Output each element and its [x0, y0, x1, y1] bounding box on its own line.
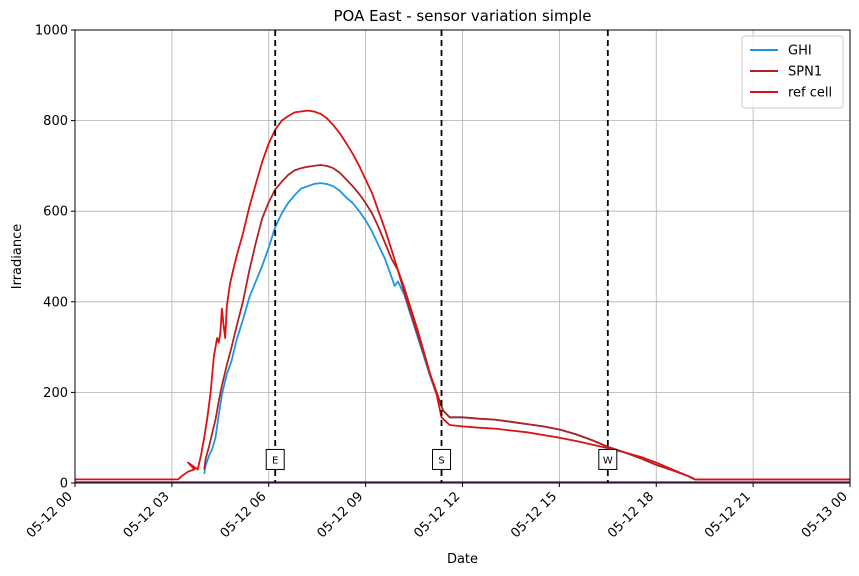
- legend-label-spn1: SPN1: [788, 65, 822, 80]
- x-axis-title: Date: [447, 552, 478, 567]
- y-tick-label: 800: [43, 114, 68, 129]
- y-tick-label: 600: [43, 205, 68, 220]
- series-line-spn1: [203, 164, 850, 481]
- legend-label-ref-cell: ref cell: [788, 86, 832, 101]
- marker-label: E: [272, 455, 278, 466]
- y-tick-label: 200: [43, 386, 68, 401]
- chart-title: POA East - sensor variation simple: [333, 7, 591, 25]
- y-tick-label: 400: [43, 295, 68, 310]
- marker-label: S: [438, 455, 444, 466]
- y-axis-title: Irradiance: [10, 224, 25, 289]
- legend: GHI SPN1 ref cell: [741, 35, 844, 109]
- series-layer: [75, 109, 850, 483]
- y-tick-label: 0: [60, 477, 68, 492]
- marker-label-box: [432, 448, 452, 470]
- legend-box: [741, 35, 844, 109]
- marker-label: W: [603, 455, 613, 466]
- marker-label-box: [598, 448, 618, 470]
- y-tick-label: 1000: [35, 24, 68, 39]
- series-line-ref-cell: [75, 109, 850, 481]
- legend-label-ghi: GHI: [788, 44, 812, 59]
- marker-label-box: [265, 448, 285, 470]
